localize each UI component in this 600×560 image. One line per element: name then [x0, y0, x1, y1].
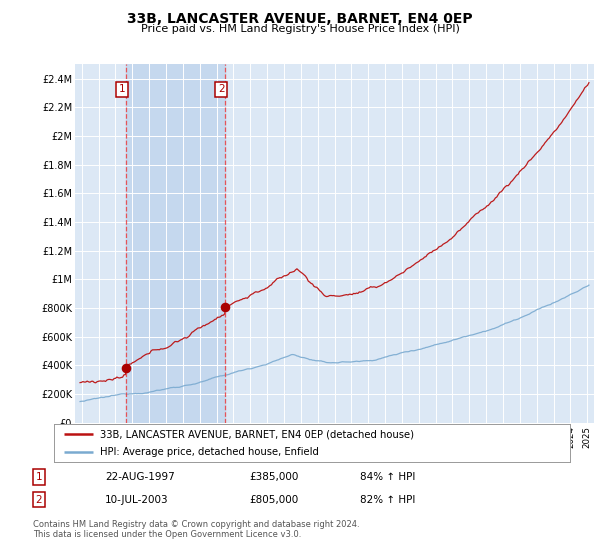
Text: £805,000: £805,000 — [249, 494, 298, 505]
Text: 82% ↑ HPI: 82% ↑ HPI — [360, 494, 415, 505]
Text: HPI: Average price, detached house, Enfield: HPI: Average price, detached house, Enfi… — [100, 447, 319, 457]
Text: 84% ↑ HPI: 84% ↑ HPI — [360, 472, 415, 482]
Text: 2: 2 — [218, 85, 224, 95]
Text: 22-AUG-1997: 22-AUG-1997 — [105, 472, 175, 482]
Text: Price paid vs. HM Land Registry's House Price Index (HPI): Price paid vs. HM Land Registry's House … — [140, 24, 460, 34]
Bar — [126, 64, 226, 423]
Text: 33B, LANCASTER AVENUE, BARNET, EN4 0EP: 33B, LANCASTER AVENUE, BARNET, EN4 0EP — [127, 12, 473, 26]
Point — [121, 363, 131, 372]
Point — [221, 303, 230, 312]
Text: 1: 1 — [35, 472, 43, 482]
Text: 10-JUL-2003: 10-JUL-2003 — [105, 494, 169, 505]
Text: 1: 1 — [119, 85, 125, 95]
Text: Contains HM Land Registry data © Crown copyright and database right 2024.
This d: Contains HM Land Registry data © Crown c… — [33, 520, 359, 539]
Text: 33B, LANCASTER AVENUE, BARNET, EN4 0EP (detached house): 33B, LANCASTER AVENUE, BARNET, EN4 0EP (… — [100, 429, 415, 439]
Text: £385,000: £385,000 — [249, 472, 298, 482]
Text: 2: 2 — [35, 494, 43, 505]
